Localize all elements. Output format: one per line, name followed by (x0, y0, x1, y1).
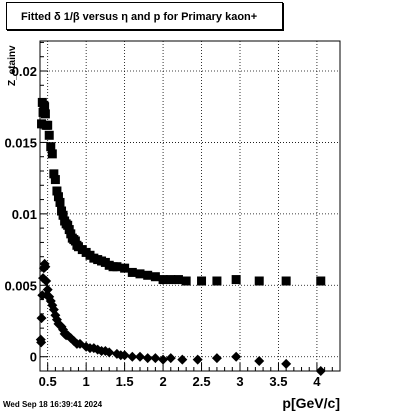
data-point-square (49, 169, 59, 179)
data-point-square (181, 276, 191, 286)
data-point-square (55, 197, 65, 207)
data-point-diamond (165, 353, 176, 364)
x-tick-label: 2 (159, 374, 166, 389)
data-point-square (150, 272, 160, 282)
data-point-square (47, 149, 57, 159)
data-markers (35, 97, 326, 376)
data-point-diamond (36, 313, 47, 324)
data-point-square (120, 263, 130, 273)
x-tick-label: 3 (236, 374, 243, 389)
data-point-square (52, 186, 62, 196)
data-point-square (197, 276, 207, 286)
y-tick-label: 0.005 (4, 278, 37, 293)
data-point-diamond (104, 347, 115, 358)
data-point-square (212, 276, 222, 286)
data-point-square (173, 275, 183, 285)
data-point-square (44, 130, 54, 140)
data-point-square (53, 192, 63, 202)
x-tick-label: 1.5 (116, 374, 134, 389)
data-point-square (37, 119, 47, 129)
y-tick-label: 0.01 (12, 207, 37, 222)
data-point-diamond (36, 337, 47, 348)
data-point-diamond (177, 354, 188, 365)
x-tick-label: 1 (83, 374, 90, 389)
x-tick-label: 3.5 (269, 374, 287, 389)
grid-lines (40, 41, 340, 371)
footer-date: Wed Sep 18 16:39:41 2024 (3, 400, 103, 409)
data-point-diamond (231, 351, 242, 362)
y-tick-label: 0.015 (4, 135, 37, 150)
data-point-square (254, 276, 264, 286)
chart-title: Fitted δ 1/β versus η and p for Primary … (21, 11, 258, 23)
data-point-diamond (40, 261, 51, 272)
x-tick-label: 0.5 (39, 374, 57, 389)
data-point-square (143, 270, 153, 280)
data-point-square (40, 109, 50, 119)
data-point-square (127, 267, 137, 277)
data-point-square (46, 142, 56, 152)
data-point-square (231, 275, 241, 285)
data-point-square (166, 275, 176, 285)
data-point-square (316, 276, 326, 286)
data-point-square (158, 275, 168, 285)
x-tick-label: 2.5 (192, 374, 210, 389)
data-point-diamond (119, 350, 130, 361)
data-point-diamond (150, 353, 161, 364)
data-point-diamond (254, 356, 265, 366)
x-axis-label: p[GeV/c] (282, 395, 340, 411)
tick-labels: 0.5 1 1.5 2 2.5 3 3.5 4 0 0.005 0.01 0.015 0.02 (4, 64, 321, 389)
data-point-square (43, 120, 53, 130)
y-axis-label: Z_etainv (7, 45, 18, 86)
data-point-square (58, 210, 68, 220)
title-box: Fitted δ 1/β versus η and p for Primary … (6, 2, 283, 30)
data-point-diamond (315, 366, 326, 376)
plot-frame (39, 40, 341, 372)
data-point-square (135, 269, 145, 279)
data-point-square (50, 175, 60, 185)
data-point-diamond (41, 276, 52, 286)
y-tick-label: 0 (30, 350, 37, 365)
data-point-diamond (142, 353, 153, 364)
y-tick-label: 0.02 (12, 64, 37, 79)
data-point-square (112, 262, 122, 272)
data-point-diamond (135, 351, 145, 362)
data-point-diamond (158, 354, 169, 365)
axis-ticks (39, 41, 341, 372)
x-tick-label: 4 (313, 374, 321, 389)
data-point-square (281, 276, 291, 286)
data-point-diamond (281, 358, 292, 369)
data-point-diamond (42, 284, 53, 295)
data-point-diamond (211, 353, 222, 364)
data-point-diamond (192, 354, 203, 365)
data-point-diamond (127, 351, 138, 362)
data-point-square (40, 102, 50, 112)
